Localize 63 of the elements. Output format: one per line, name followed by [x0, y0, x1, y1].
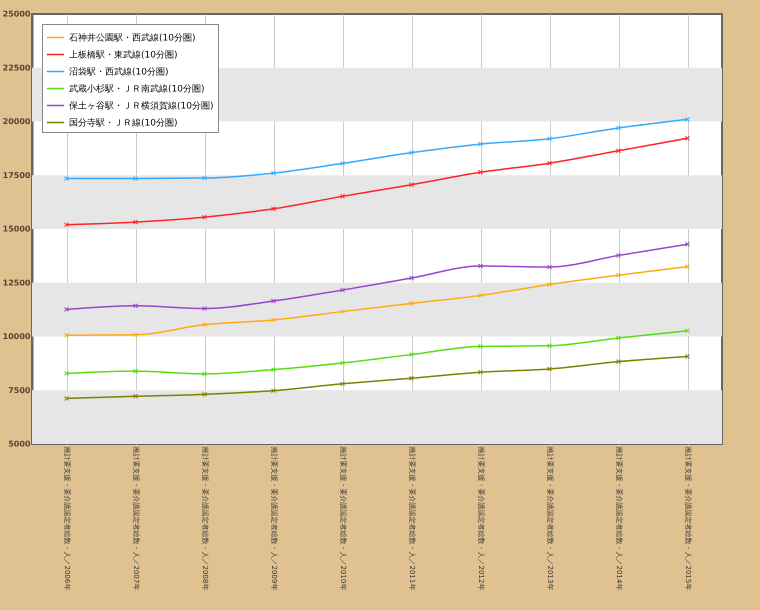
legend-label: 上板橋駅・東武線(10分圏) [69, 50, 178, 60]
y-tick-label: 12500 [2, 278, 31, 288]
point [616, 125, 621, 130]
y-tick-label: 20000 [2, 117, 31, 126]
y-tick-label: 7500 [8, 386, 31, 395]
point [616, 148, 621, 154]
point [271, 206, 276, 212]
point [409, 276, 414, 281]
y-tick-label: 5000 [8, 440, 31, 448]
point [202, 392, 207, 397]
point [616, 336, 621, 341]
point [133, 303, 138, 308]
point [133, 394, 138, 399]
legend-label: 保土ヶ谷駅・ＪＲ横須賀線(10分圏) [69, 100, 214, 112]
point [409, 352, 414, 358]
legend-label: 石神井公園駅・西武線(10分圏) [69, 32, 196, 44]
y-tick-label: 17500 [2, 170, 31, 180]
legend-label: 武蔵小杉駅・ＪＲ南武線(10分圏) [69, 84, 204, 94]
point [340, 381, 345, 386]
point [202, 214, 207, 220]
point [202, 322, 207, 328]
point [409, 150, 414, 156]
point [478, 292, 483, 298]
point [547, 343, 552, 348]
point [409, 300, 414, 306]
point [547, 264, 552, 270]
point [478, 344, 483, 349]
point [616, 252, 621, 258]
legend-label: 沼袋駅・西武線(10分圏) [69, 66, 168, 78]
point [547, 366, 552, 372]
point [271, 317, 276, 322]
point [478, 142, 483, 147]
point [271, 298, 276, 304]
point [133, 220, 138, 225]
y-tick-label: 15000 [2, 224, 31, 234]
legend-label: 国分寺駅・ＪＲ線(10分圏) [69, 118, 178, 128]
point [271, 388, 276, 394]
point [478, 170, 483, 175]
y-tick-label: 10000 [2, 332, 31, 341]
point [547, 136, 552, 142]
point [340, 288, 345, 293]
y-tick-label: 22500 [2, 63, 31, 72]
point [202, 176, 207, 181]
point [133, 332, 138, 338]
point [133, 176, 138, 181]
point [547, 282, 552, 287]
point [340, 360, 345, 366]
point [271, 170, 276, 176]
point [409, 182, 414, 188]
point [478, 263, 483, 268]
point [202, 306, 207, 312]
point [409, 376, 414, 381]
y-tick-label: 25000 [2, 10, 31, 18]
point [133, 368, 138, 374]
point [340, 160, 345, 166]
point [478, 370, 483, 375]
point [340, 309, 345, 314]
point [547, 160, 552, 166]
point [340, 194, 345, 199]
point [202, 371, 207, 376]
point [616, 359, 621, 364]
point [271, 367, 276, 372]
point [616, 272, 621, 278]
